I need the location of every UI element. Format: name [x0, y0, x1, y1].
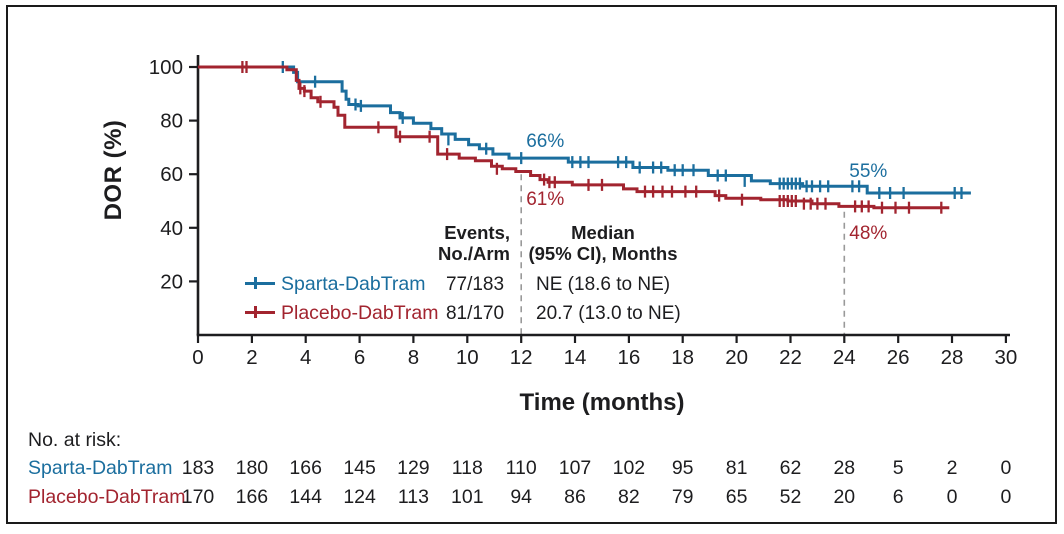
risk-row-label-placebo: Placebo-DabTram — [28, 486, 186, 508]
risk-value: 82 — [618, 486, 640, 508]
risk-value: 6 — [892, 486, 904, 508]
legend-events-header-line2: No./Arm — [438, 243, 510, 264]
y-tick-label-40: 40 — [160, 217, 183, 240]
risk-value: 118 — [451, 457, 483, 479]
risk-value: 124 — [343, 486, 376, 508]
risk-value: 5 — [892, 457, 904, 479]
risk-value: 145 — [343, 457, 376, 479]
risk-value: 95 — [671, 457, 694, 479]
risk-value: 0 — [946, 486, 958, 508]
risk-value: 52 — [779, 486, 802, 508]
x-tick-label-26: 26 — [887, 346, 910, 369]
x-tick-label-20: 20 — [725, 346, 748, 369]
risk-value: 28 — [833, 457, 856, 479]
legend-label-placebo: Placebo-DabTram — [281, 302, 439, 324]
legend-events-header-line1: Events, — [444, 222, 510, 243]
risk-value: 0 — [1000, 486, 1012, 508]
y-tick-label-80: 80 — [160, 110, 183, 133]
x-tick-label-0: 0 — [192, 346, 203, 369]
x-tick-label-4: 4 — [300, 346, 311, 369]
y-tick-label-20: 20 — [160, 270, 183, 293]
risk-value: 86 — [564, 486, 586, 508]
risk-table-title: No. at risk: — [28, 429, 122, 451]
figure-border — [6, 5, 1057, 524]
legend-median-header-line1: Median — [571, 222, 635, 243]
x-tick-label-24: 24 — [833, 346, 856, 369]
legend-median-header-line2: (95% CI), Months — [528, 243, 678, 264]
x-tick-label-18: 18 — [671, 346, 694, 369]
legend-label-sparta: Sparta-DabTram — [281, 273, 426, 295]
x-tick-label-8: 8 — [408, 346, 419, 369]
x-tick-label-22: 22 — [779, 346, 802, 369]
risk-value: 166 — [235, 486, 269, 508]
x-tick-label-14: 14 — [564, 346, 587, 369]
risk-value: 144 — [289, 486, 322, 508]
legend-events-sparta: 77/183 — [445, 274, 505, 295]
legend-events-placebo: 81/170 — [445, 303, 505, 324]
risk-value: 62 — [779, 457, 802, 479]
risk-value: 81 — [725, 457, 748, 479]
annotation-24mo-sparta: 55% — [849, 160, 888, 182]
risk-value: 180 — [235, 457, 269, 479]
risk-value: 20 — [833, 486, 856, 508]
risk-value: 170 — [181, 486, 215, 508]
y-tick-label-60: 60 — [160, 163, 183, 186]
risk-value: 113 — [397, 486, 429, 508]
risk-value: 166 — [289, 457, 322, 479]
x-tick-label-12: 12 — [510, 346, 533, 369]
annotation-24mo-placebo: 48% — [849, 223, 888, 245]
x-tick-label-16: 16 — [617, 346, 640, 369]
x-tick-label-6: 6 — [354, 346, 365, 369]
risk-value: 183 — [181, 457, 215, 479]
y-axis-title: DOR (%) — [100, 119, 127, 221]
x-tick-label-30: 30 — [994, 346, 1017, 369]
annotation-12mo-placebo: 61% — [526, 188, 565, 210]
legend-median-placebo: 20.7 (13.0 to NE) — [536, 303, 681, 324]
x-tick-label-10: 10 — [456, 346, 479, 369]
risk-value: 102 — [612, 457, 646, 479]
legend-marker-sparta — [245, 276, 275, 290]
x-tick-label-2: 2 — [246, 346, 257, 369]
y-tick-label-100: 100 — [149, 56, 183, 79]
x-axis-title: Time (months) — [519, 389, 685, 416]
legend-marker-placebo — [245, 305, 275, 319]
risk-value: 79 — [671, 486, 694, 508]
risk-value: 107 — [558, 457, 592, 479]
x-tick-label-28: 28 — [941, 346, 964, 369]
risk-value: 101 — [451, 486, 484, 508]
risk-value: 0 — [1000, 457, 1012, 479]
annotation-12mo-sparta: 66% — [526, 131, 565, 153]
risk-value: 110 — [505, 457, 537, 479]
risk-value: 129 — [397, 457, 430, 479]
risk-value: 65 — [725, 486, 748, 508]
legend-median-sparta: NE (18.6 to NE) — [536, 274, 671, 295]
risk-value: 94 — [510, 486, 533, 508]
km-curve-placebo-dabtram — [198, 65, 950, 210]
risk-row-label-sparta: Sparta-DabTram — [28, 457, 173, 479]
risk-value: 2 — [946, 457, 958, 479]
